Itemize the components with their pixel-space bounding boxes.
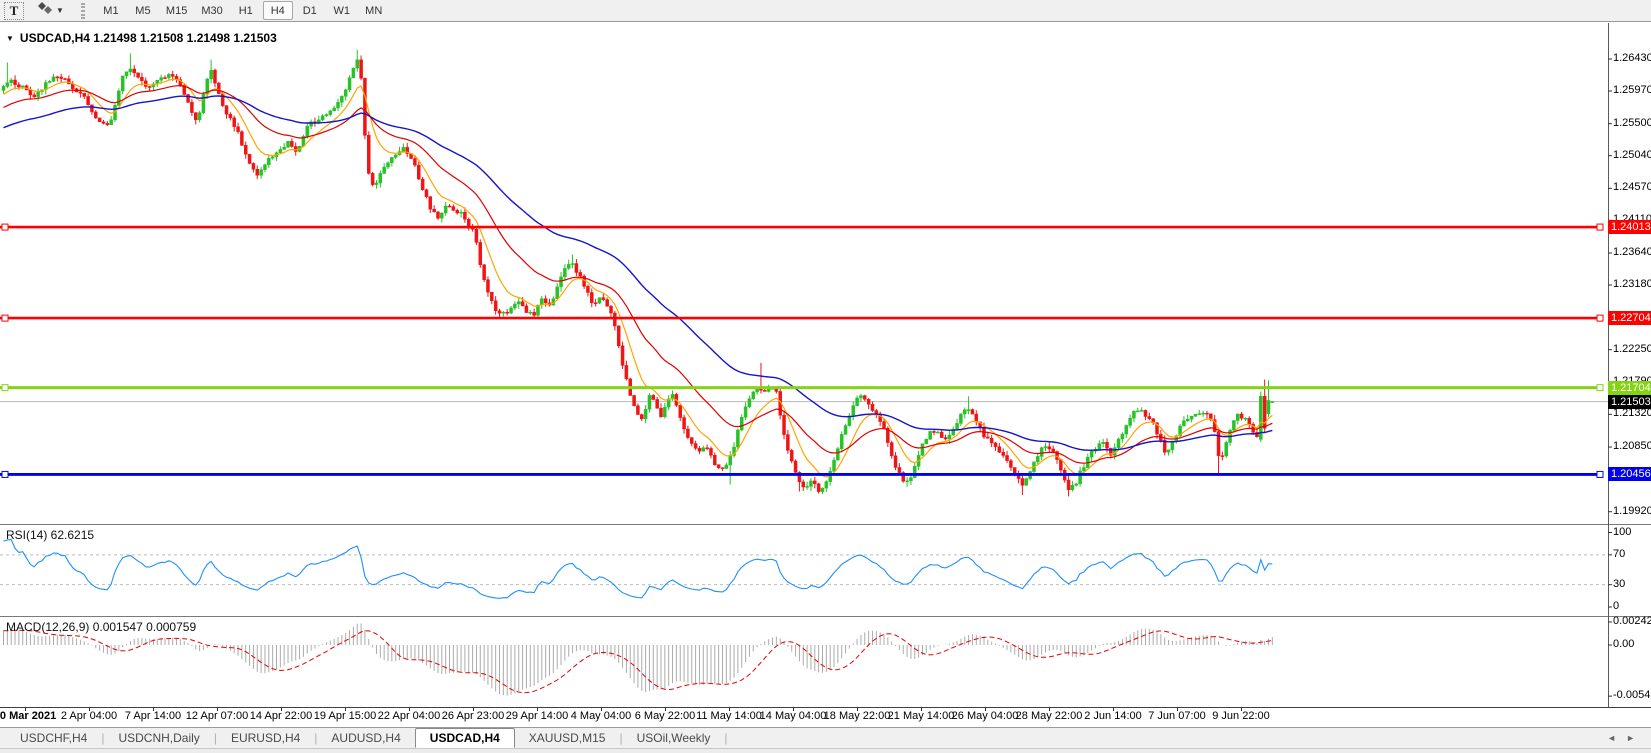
ma-fast-line [3,78,1273,478]
rsi-line [3,538,1273,599]
macd-scale-label: -0.0054 [1613,689,1651,702]
chart-title: ▼ USDCAD,H4 1.21498 1.21508 1.21498 1.21… [6,31,277,45]
timeframe-button-m30[interactable]: M30 [201,4,223,17]
price-tick-label: 1.25040 [1613,148,1651,161]
price-tick-label: 1.25500 [1613,116,1651,129]
time-axis-label: 2 Jun 14:00 [1084,710,1142,722]
time-axis-label: 7 Apr 14:00 [124,710,182,722]
time-axis-label: 12 Apr 07:00 [185,710,249,722]
macd-scale-label: 0.00 [1613,638,1635,650]
price-tick-label: 1.22250 [1613,342,1651,355]
symbol-tab-usdcad-h4[interactable]: USDCAD,H4 [414,728,515,748]
symbol-tab-audusd-h4[interactable]: AUDUSD,H4 [331,731,401,745]
candles-layer [1,49,1275,497]
chart-tabs-bar: USDCHF,H4 | USDCNH,Daily | EURUSD,H4 | AUDUSD,… [0,727,1651,748]
price-tag-current: 1.21503 [1608,394,1651,409]
timeframe-button-w1[interactable]: W1 [333,4,350,17]
hline-handle[interactable] [1,384,9,392]
hline-handle[interactable] [1,470,9,478]
time-axis-label: 22 Apr 04:00 [377,710,441,722]
chart-area: ▼ USDCAD,H4 1.21498 1.21508 1.21498 1.21… [0,23,1651,727]
symbol-tab-xauusd-m15[interactable]: XAUUSD,M15 [528,731,606,745]
time-axis-label: 14 May 04:00 [759,710,827,722]
timeframe-button-m5[interactable]: M5 [135,4,151,17]
time-axis-label: 6 May 22:00 [634,710,696,722]
price-tick-label: 1.20850 [1613,440,1651,453]
tab-scroll-arrows[interactable]: ◄► [1607,733,1645,743]
price-tick-label: 1.19920 [1613,504,1651,517]
price-tick-label: 1.21320 [1613,407,1651,420]
hline-handle[interactable] [1,223,9,231]
time-axis-label: 9 Jun 22:00 [1212,710,1270,722]
price-tick-label: 1.25970 [1613,83,1651,96]
symbol-tab-usdchf-h4[interactable]: USDCHF,H4 [20,731,88,745]
timeframe-button-h1[interactable]: H1 [238,4,253,17]
rsi-scale-label: 100 [1613,525,1632,538]
price-tag-resistance: 1.21704 [1608,380,1651,395]
price-tag-resistance: 1.24013 [1608,220,1651,235]
time-axis-label: 30 Mar 2021 [0,710,57,722]
toolbar-grip[interactable] [80,2,85,19]
macd-scale-label: 0.002429 [1613,614,1651,627]
tab-divider: | [213,731,217,745]
price-tag-support: 1.20456 [1608,467,1651,482]
symbol-tab-usdcnh-daily[interactable]: USDCNH,Daily [118,731,200,745]
price-tick-label: 1.23180 [1613,278,1651,290]
hline-handle[interactable] [1,314,9,322]
time-axis-label: 11 May 14:00 [696,710,762,722]
price-tag-resistance: 1.22704 [1608,311,1651,326]
time-axis-label: 26 Apr 23:00 [441,710,505,722]
price-tick-label: 1.26430 [1613,52,1651,64]
macd-histogram [3,623,1273,696]
time-axis-label: 7 Jun 07:00 [1148,710,1206,722]
time-axis-label: 28 May 22:00 [1015,710,1083,722]
toolbar: T ▼ M1 M5 M15 M30 H1 H4 D1 W1 MN [0,0,1651,22]
timeframe-button-d1[interactable]: D1 [302,4,317,17]
arrows-tool-button[interactable]: ▼ [34,2,67,20]
timeframe-toolbar: M1 M5 M15 M30 H1 H4 D1 W1 MN [95,1,390,21]
time-axis-label: 2 Apr 04:00 [60,710,118,722]
tab-divider: | [314,731,318,745]
time-axis-label: 4 May 04:00 [570,710,632,722]
time-axis-label: 26 May 04:00 [951,710,1019,722]
rsi-scale-label: 30 [1613,577,1626,590]
text-tool-button[interactable]: T [4,1,24,20]
ma-mid-line [3,85,1273,464]
price-tick-label: 1.23640 [1613,246,1651,259]
rsi-scale-label: 70 [1613,547,1626,560]
timeframe-button-h4[interactable]: H4 [262,1,293,21]
timeframe-button-m1[interactable]: M1 [103,4,119,17]
macd-indicator-label: MACD(12,26,9) 0.001547 0.000759 [6,620,197,634]
status-strip [0,748,1651,753]
rsi-scale-label: 0 [1613,600,1620,612]
rsi-indicator-label: RSI(14) 62.6215 [6,528,95,542]
price-tick-label: 1.24570 [1613,181,1651,194]
timeframe-button-mn[interactable]: MN [365,4,383,17]
hline-handle[interactable] [1596,470,1604,478]
tab-divider: | [101,731,105,745]
chart-title-text: USDCAD,H4 1.21498 1.21508 1.21498 1.2150… [19,31,277,45]
arrows-icon [37,1,53,20]
macd-signal-line [3,629,1273,694]
timeframe-button-m15[interactable]: M15 [165,4,188,17]
symbol-tab-usoil-weekly[interactable]: USOil,Weekly [636,731,711,745]
hline-handle[interactable] [1596,384,1604,392]
time-axis-label: 14 Apr 22:00 [249,710,313,722]
hline-handle[interactable] [1596,223,1604,231]
collapse-arrow-icon[interactable]: ▼ [6,33,14,43]
chevron-down-icon: ▼ [56,6,64,15]
time-axis-label: 21 May 14:00 [887,710,955,722]
tab-divider: | [619,731,623,745]
symbol-tab-eurusd-h4[interactable]: EURUSD,H4 [230,731,301,745]
time-axis-label: 29 Apr 14:00 [505,710,569,722]
time-axis-label: 18 May 22:00 [823,710,891,722]
tab-divider: | [724,731,728,745]
hline-handle[interactable] [1596,314,1604,322]
time-axis-label: 19 Apr 15:00 [313,710,377,722]
ma-slow-line [3,95,1273,451]
